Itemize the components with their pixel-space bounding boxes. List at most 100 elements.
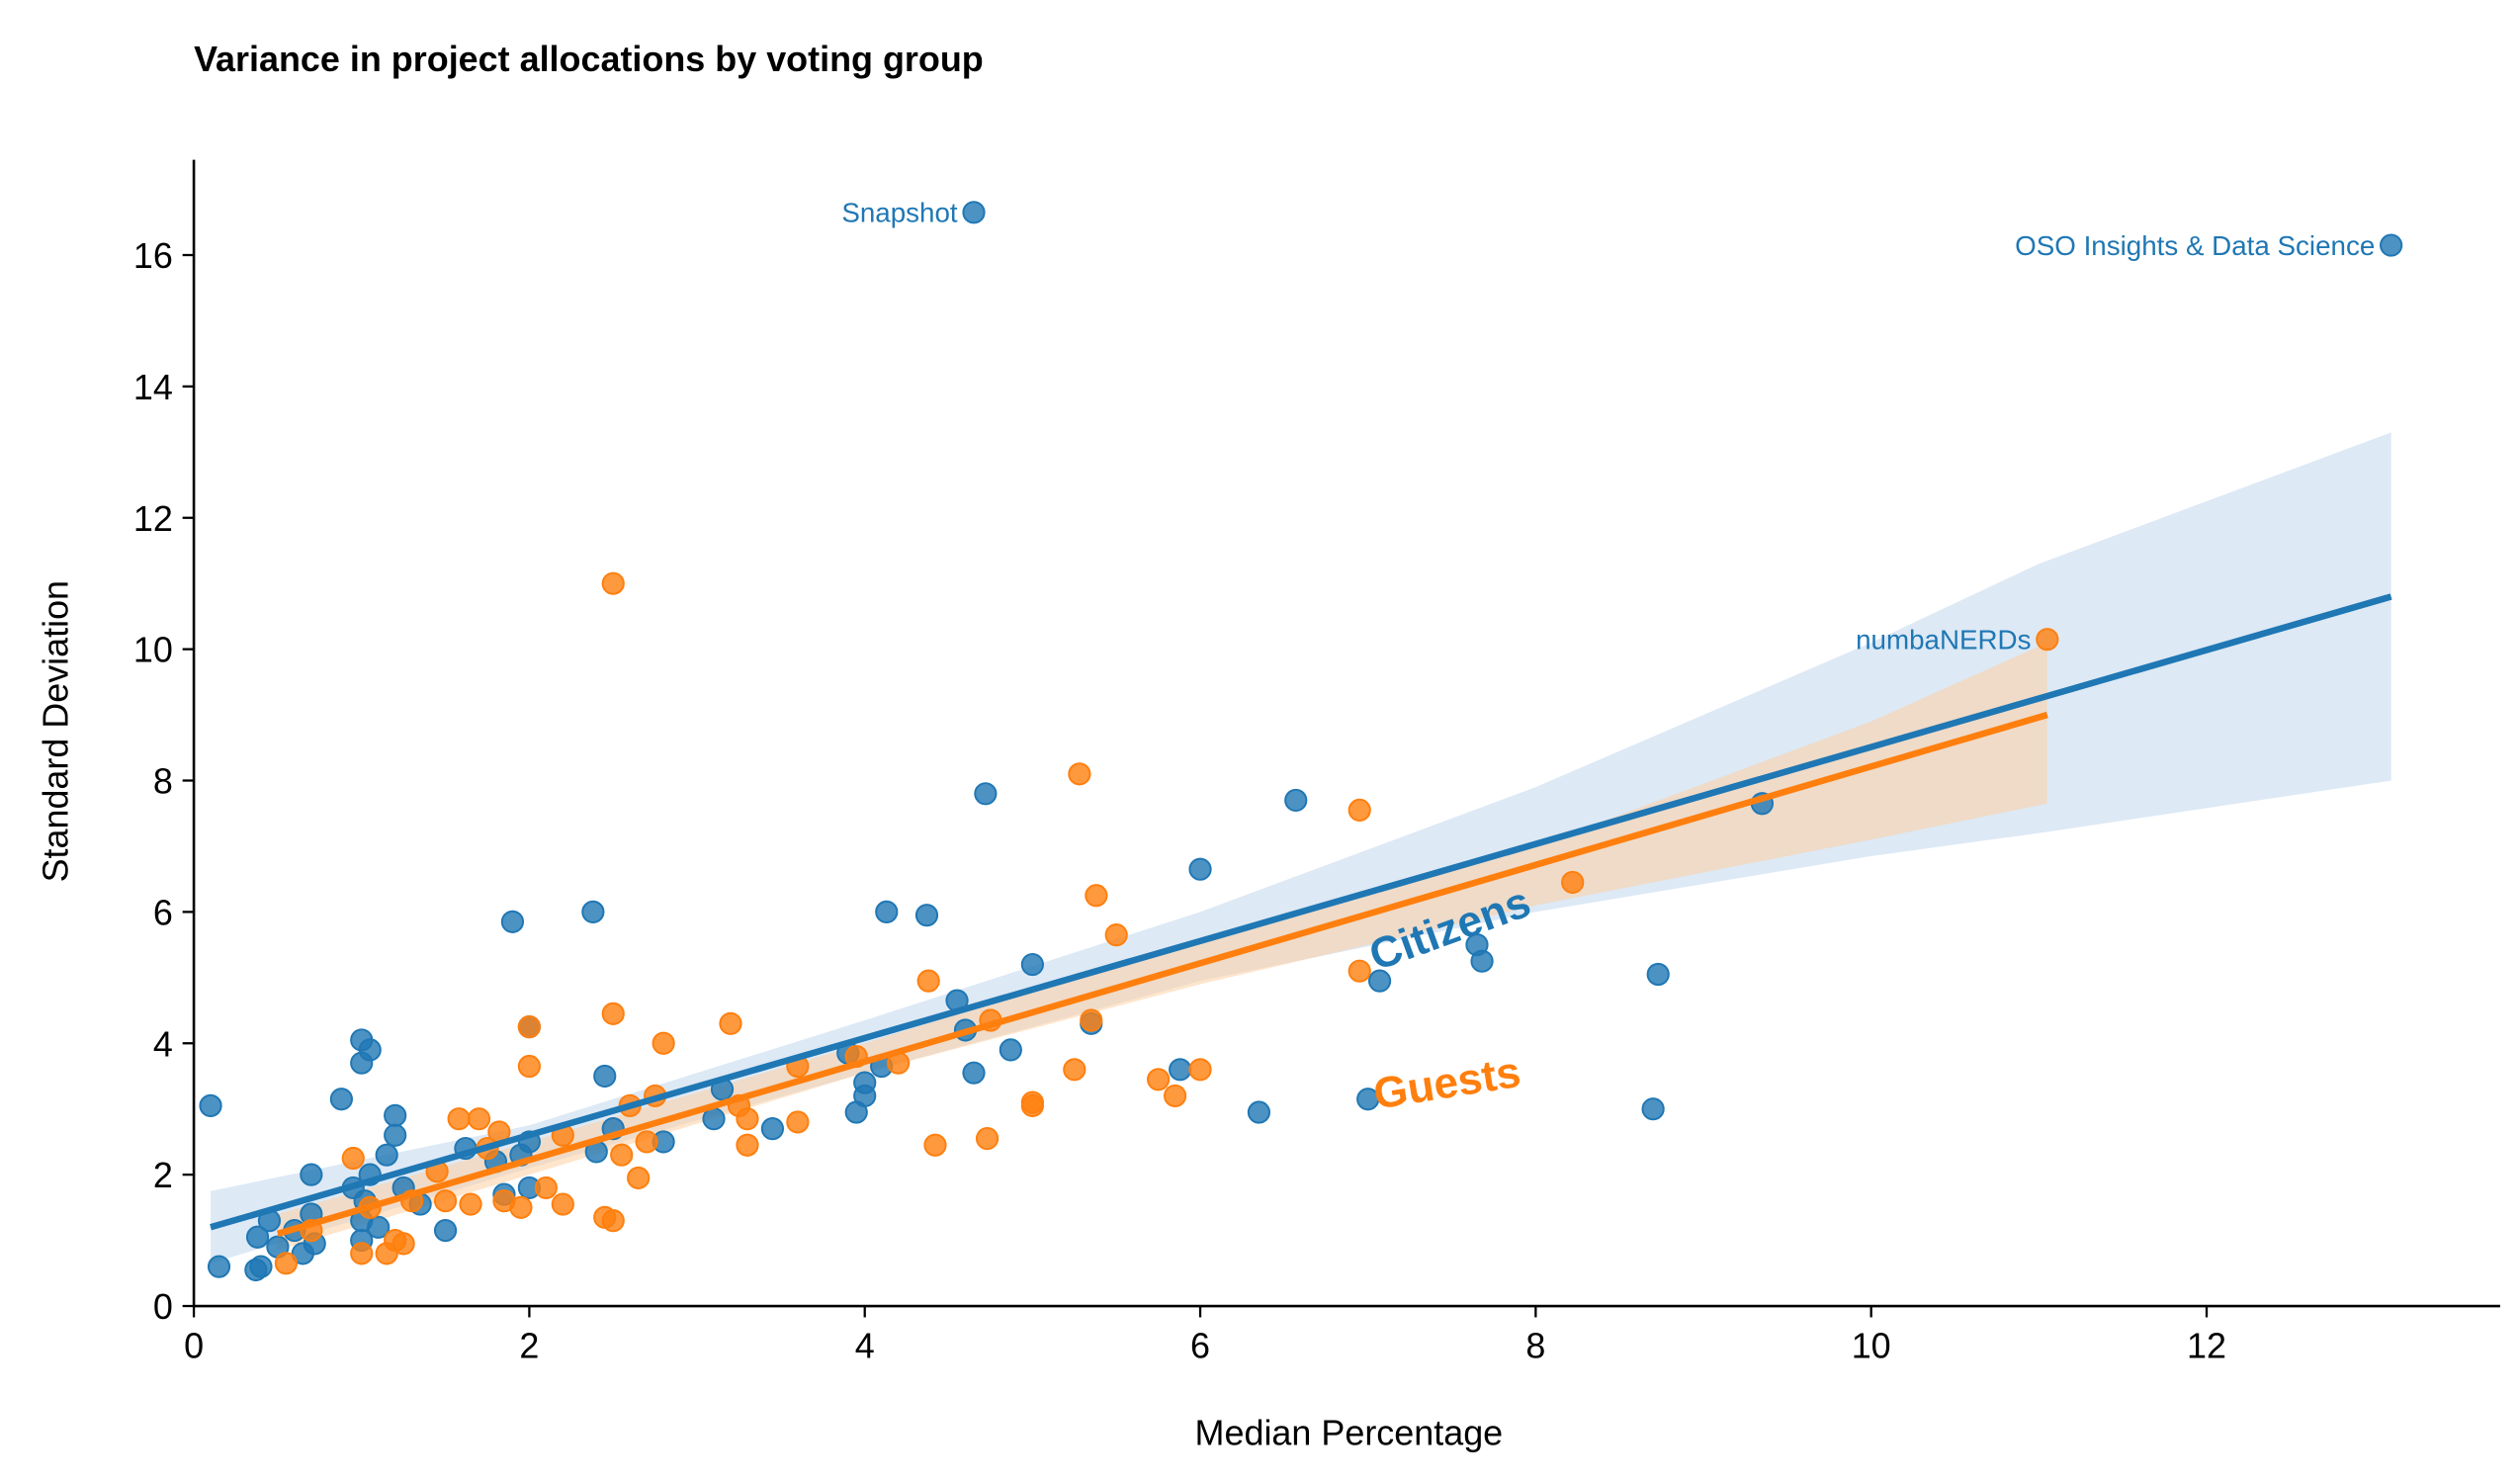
y-tick-label: 6 — [153, 892, 173, 932]
citizens-point — [1367, 969, 1392, 993]
x-axis-label: Median Percentage — [1195, 1412, 1504, 1452]
citizens-point — [500, 910, 525, 933]
citizens-point — [962, 201, 986, 224]
guests-point — [509, 1195, 533, 1219]
y-tick-label: 12 — [133, 498, 173, 539]
x-tick-label: 2 — [519, 1325, 539, 1365]
citizens-point — [760, 1117, 785, 1141]
guests-point — [551, 1192, 574, 1216]
citizens-point — [433, 1219, 458, 1243]
guests-point — [601, 1209, 625, 1233]
guests-point — [923, 1133, 947, 1157]
guests-point — [916, 969, 940, 993]
guests-point — [1347, 959, 1371, 983]
citizens-ci-band — [211, 432, 2391, 1264]
citizens-point — [1641, 1097, 1665, 1121]
citizens-point — [375, 1143, 398, 1167]
x-tick-label: 8 — [1525, 1325, 1545, 1365]
citizens-point — [914, 904, 939, 927]
guests-point — [1163, 1084, 1187, 1108]
x-tick-label: 4 — [855, 1325, 875, 1365]
citizens-point — [1247, 1100, 1271, 1124]
guests-point — [1068, 762, 1091, 786]
point-annotation: OSO Insights & Data Science — [2015, 230, 2375, 261]
citizens-point — [853, 1084, 877, 1108]
axes: 0 2 4 6 8 10 12 0 2 4 6 8 10 12 14 16 — [133, 159, 2500, 1365]
x-tick-label: 6 — [1190, 1325, 1210, 1365]
guests-point — [1347, 798, 1371, 822]
citizens-point — [329, 1088, 353, 1111]
citizens-point — [875, 900, 899, 923]
citizens-point — [581, 900, 605, 923]
y-tick-label: 2 — [153, 1155, 173, 1195]
guests-series-label: Guests — [1370, 1048, 1523, 1119]
guests-point — [601, 571, 625, 595]
citizens-point — [358, 1038, 382, 1062]
guests-regression-line — [276, 711, 2048, 1238]
citizens-point — [702, 1107, 726, 1131]
citizens-point — [245, 1225, 270, 1249]
y-tick-label: 16 — [133, 235, 173, 276]
guests-point — [1188, 1058, 1212, 1082]
citizens-regression-line — [210, 593, 2392, 1231]
guests-point — [433, 1189, 458, 1213]
guests-point — [1080, 1008, 1103, 1032]
guests-point — [350, 1242, 374, 1265]
guests-point — [601, 1002, 625, 1025]
point-annotation: numbaNERDs — [1856, 624, 2031, 654]
guests-point — [517, 1015, 542, 1039]
citizens-point — [593, 1064, 617, 1089]
citizens-point — [207, 1255, 231, 1278]
citizens-point — [249, 1255, 273, 1278]
guests-point — [1104, 923, 1128, 947]
citizens-point — [384, 1123, 407, 1147]
guests-point — [447, 1107, 471, 1131]
citizens-point — [1169, 1058, 1192, 1082]
citizens-point — [1646, 962, 1670, 987]
citizens-point — [367, 1215, 391, 1239]
citizens-point — [962, 1061, 986, 1085]
guests-point — [975, 1127, 999, 1151]
guests-point — [1020, 1093, 1044, 1117]
y-tick-label: 14 — [133, 367, 173, 407]
guests-point — [786, 1110, 810, 1134]
guests-point — [736, 1107, 759, 1131]
guests-point — [1147, 1068, 1171, 1091]
citizens-point — [300, 1163, 323, 1186]
citizens-point — [1470, 949, 1494, 973]
guests-point — [2036, 628, 2059, 652]
guests-point — [534, 1176, 558, 1200]
y-axis-label: Standard Deviation — [36, 580, 76, 882]
guests-point — [652, 1031, 675, 1055]
x-tick-label: 12 — [2187, 1325, 2226, 1365]
chart-title: Variance in project allocations by votin… — [194, 39, 984, 79]
guests-point — [1063, 1058, 1086, 1082]
guests-point — [459, 1192, 482, 1216]
y-tick-label: 10 — [133, 630, 173, 670]
guests-point — [719, 1011, 742, 1035]
guests-point — [517, 1054, 542, 1079]
guests-point — [1561, 870, 1585, 895]
guests-point — [627, 1166, 651, 1190]
y-tick-label: 8 — [153, 761, 173, 802]
guests-point — [391, 1232, 415, 1256]
citizens-point — [999, 1038, 1022, 1062]
x-tick-label: 0 — [184, 1325, 204, 1365]
guests-points — [274, 571, 2059, 1275]
guests-point — [610, 1143, 634, 1167]
x-tick-label: 10 — [1852, 1325, 1891, 1365]
guests-point — [736, 1133, 759, 1157]
citizens-point — [1284, 788, 1308, 813]
citizens-point — [1188, 857, 1212, 881]
citizens-point — [384, 1103, 407, 1127]
y-tick-label: 4 — [153, 1023, 173, 1064]
guests-point — [274, 1252, 298, 1275]
guests-point — [341, 1146, 365, 1171]
y-tick-label: 0 — [153, 1286, 173, 1327]
guests-point — [1085, 884, 1108, 908]
citizens-point — [1020, 952, 1044, 977]
point-annotation: Snapshot — [841, 198, 958, 228]
guests-point — [635, 1130, 658, 1154]
citizens-point — [974, 782, 998, 806]
